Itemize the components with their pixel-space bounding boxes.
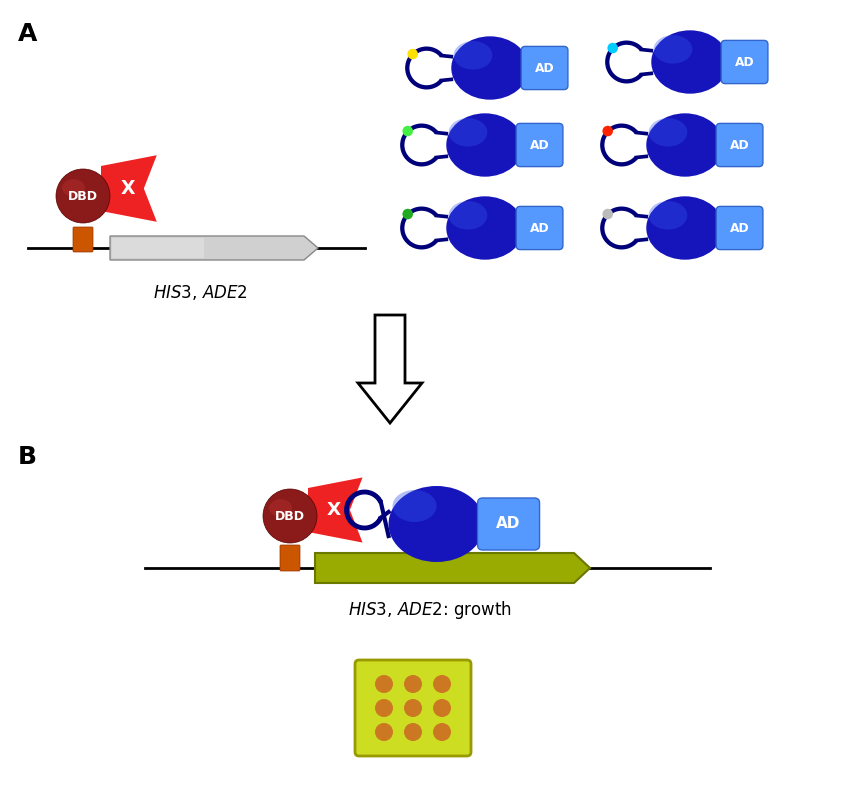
Text: AD: AD bbox=[730, 222, 750, 234]
Circle shape bbox=[402, 209, 413, 219]
FancyBboxPatch shape bbox=[516, 124, 563, 166]
Ellipse shape bbox=[449, 201, 487, 230]
FancyBboxPatch shape bbox=[516, 207, 563, 249]
Circle shape bbox=[404, 675, 422, 693]
Text: AD: AD bbox=[530, 139, 549, 151]
Ellipse shape bbox=[56, 169, 110, 223]
Ellipse shape bbox=[446, 113, 524, 177]
Ellipse shape bbox=[393, 490, 437, 522]
Text: A: A bbox=[18, 22, 37, 46]
Polygon shape bbox=[101, 155, 156, 222]
Circle shape bbox=[603, 126, 613, 136]
Circle shape bbox=[404, 699, 422, 717]
Circle shape bbox=[375, 675, 393, 693]
Ellipse shape bbox=[263, 489, 317, 543]
Circle shape bbox=[433, 723, 451, 741]
FancyBboxPatch shape bbox=[73, 227, 93, 252]
Text: DBD: DBD bbox=[68, 189, 98, 203]
Circle shape bbox=[402, 126, 413, 136]
Text: AD: AD bbox=[535, 62, 554, 74]
Text: $\mathit{HIS3}$, $\mathit{ADE2}$: $\mathit{HIS3}$, $\mathit{ADE2}$ bbox=[153, 283, 247, 302]
Ellipse shape bbox=[454, 41, 492, 70]
Text: X: X bbox=[121, 179, 135, 198]
Circle shape bbox=[375, 699, 393, 717]
Circle shape bbox=[407, 49, 418, 59]
Text: AD: AD bbox=[530, 222, 549, 234]
Polygon shape bbox=[308, 478, 363, 543]
Ellipse shape bbox=[651, 30, 728, 93]
FancyBboxPatch shape bbox=[717, 207, 763, 249]
Ellipse shape bbox=[269, 499, 292, 516]
FancyBboxPatch shape bbox=[280, 545, 300, 571]
Text: DBD: DBD bbox=[275, 509, 305, 523]
Text: AD: AD bbox=[734, 55, 754, 68]
Ellipse shape bbox=[62, 179, 85, 196]
Ellipse shape bbox=[646, 113, 723, 177]
Circle shape bbox=[608, 43, 618, 53]
Text: B: B bbox=[18, 445, 37, 469]
Polygon shape bbox=[110, 236, 318, 260]
Text: X: X bbox=[327, 501, 341, 519]
Text: $\mathit{HIS3}$, $\mathit{ADE2}$: growth: $\mathit{HIS3}$, $\mathit{ADE2}$: growth bbox=[348, 599, 512, 621]
FancyBboxPatch shape bbox=[717, 124, 763, 166]
Ellipse shape bbox=[649, 201, 688, 230]
Circle shape bbox=[603, 209, 613, 219]
Polygon shape bbox=[358, 315, 422, 423]
Circle shape bbox=[433, 675, 451, 693]
Ellipse shape bbox=[646, 196, 723, 260]
FancyBboxPatch shape bbox=[521, 47, 568, 89]
Polygon shape bbox=[315, 553, 590, 583]
Polygon shape bbox=[112, 238, 204, 258]
Circle shape bbox=[404, 723, 422, 741]
Circle shape bbox=[375, 723, 393, 741]
Circle shape bbox=[433, 699, 451, 717]
Ellipse shape bbox=[449, 118, 487, 147]
Ellipse shape bbox=[649, 118, 688, 147]
FancyBboxPatch shape bbox=[721, 40, 768, 84]
Ellipse shape bbox=[446, 196, 524, 260]
Ellipse shape bbox=[388, 486, 484, 562]
Ellipse shape bbox=[451, 36, 529, 100]
Text: AD: AD bbox=[730, 139, 750, 151]
Text: AD: AD bbox=[496, 516, 521, 531]
Ellipse shape bbox=[654, 35, 692, 63]
FancyBboxPatch shape bbox=[355, 660, 471, 756]
FancyBboxPatch shape bbox=[478, 498, 540, 550]
